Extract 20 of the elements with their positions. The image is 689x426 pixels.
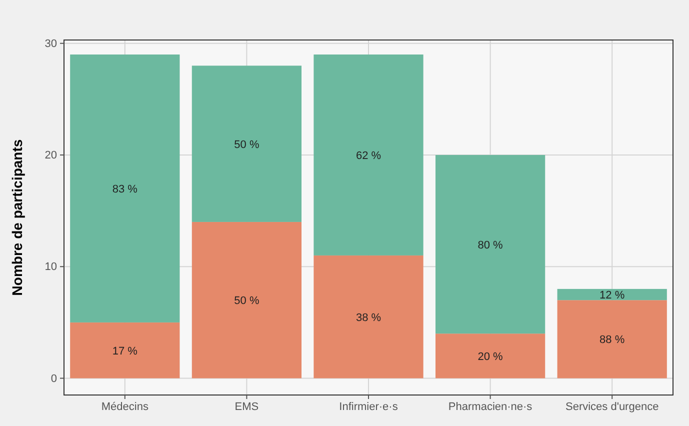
y-tick-label: 30 (44, 38, 57, 50)
annotation: 62 % (356, 150, 382, 162)
annotation: 88 % (600, 334, 625, 346)
annotation: 20 % (478, 350, 504, 363)
annotation: 80 % (478, 239, 504, 252)
annotation: 17 % (112, 345, 138, 358)
annotation: 38 % (356, 312, 382, 324)
annotation: 50 % (234, 138, 260, 151)
annotation: 50 % (234, 295, 260, 308)
annotation: 12 % (600, 290, 625, 302)
x-tick-label: Médecins (101, 400, 149, 413)
x-tick-label: Infirmier·e·s (339, 400, 398, 413)
y-tick-label: 0 (50, 372, 57, 385)
x-tick-label: Services d'urgence (565, 400, 659, 413)
x-tick-label: EMS (234, 400, 259, 413)
y-tick-label: 20 (44, 150, 57, 162)
y-axis-title: Nombre de participants (9, 139, 25, 296)
y-tick-label: 10 (44, 261, 57, 274)
x-tick-label: Pharmacien·ne·s (448, 400, 533, 413)
annotation: 83 % (112, 183, 138, 196)
